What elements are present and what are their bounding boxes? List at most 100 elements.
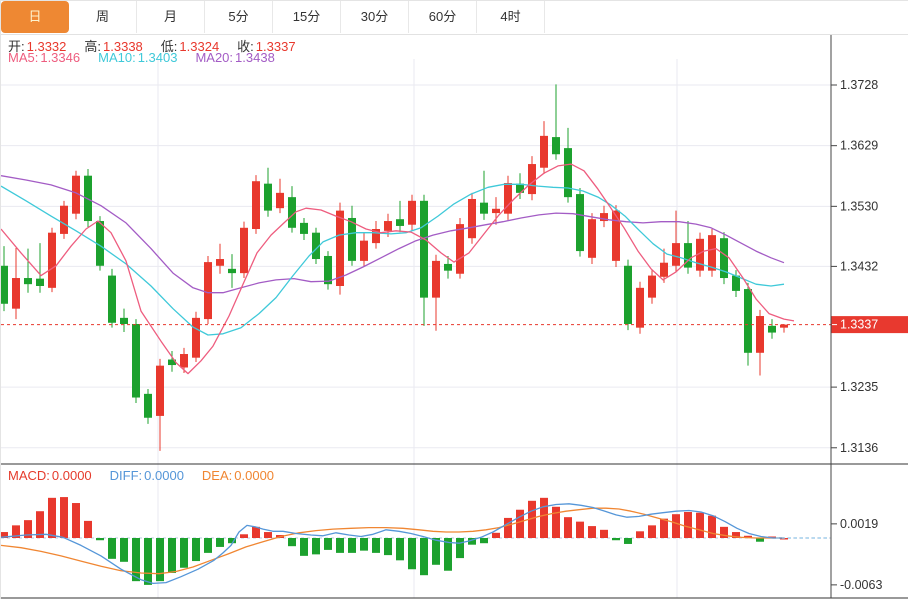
current-price-label: 1.3337: [840, 318, 878, 332]
macd-bar: [720, 526, 728, 538]
macd-bar: [540, 497, 548, 538]
macd-bar: [396, 538, 404, 561]
macd-bar: [672, 514, 680, 538]
candle-body: [276, 192, 284, 209]
macd-bar: [528, 500, 536, 538]
candle-body: [300, 222, 308, 234]
macd-bar: [228, 538, 236, 544]
price-tick-label: 1.3235: [840, 380, 878, 394]
macd-bar: [576, 521, 584, 538]
tab-60min[interactable]: 60分: [409, 1, 477, 33]
macd-bar: [372, 538, 380, 553]
candle-body: [360, 240, 368, 261]
macd-bar: [732, 532, 740, 538]
macd-bar: [192, 538, 200, 562]
candle-body: [228, 268, 236, 274]
tab-week[interactable]: 周: [69, 1, 137, 33]
macd-bar: [456, 538, 464, 559]
macd-bar: [636, 531, 644, 538]
candle-body: [324, 255, 332, 285]
macd-bar: [1, 532, 8, 538]
candle-body: [720, 238, 728, 279]
candle-body: [588, 219, 596, 258]
macd-bar: [36, 511, 44, 538]
macd-bar: [756, 538, 764, 542]
candle-body: [648, 275, 656, 298]
macd-bar: [612, 538, 620, 541]
candle-body: [444, 263, 452, 271]
macd-bar: [408, 538, 416, 570]
candle-body: [540, 135, 548, 168]
price-tick-label: 1.3136: [840, 441, 878, 455]
legend-ma-ma5: MA5: 1.3346: [8, 50, 81, 65]
tab-15min[interactable]: 15分: [273, 1, 341, 33]
legend-ma-ma20: MA20: 1.3438: [195, 50, 275, 65]
macd-bar: [504, 517, 512, 538]
candle-body: [636, 287, 644, 328]
macd-bar: [12, 525, 20, 538]
candle-body: [780, 324, 788, 328]
tab-day[interactable]: 日: [1, 1, 69, 33]
candle-body: [492, 208, 500, 214]
macd-bar: [708, 515, 716, 538]
macd-bar: [564, 517, 572, 538]
ma10-line: [1, 183, 785, 336]
macd-bar: [216, 538, 224, 547]
candle-body: [516, 183, 524, 193]
dea-line: [1, 507, 784, 575]
candle-body: [576, 194, 584, 252]
candle-body: [192, 317, 200, 358]
candle-body: [132, 323, 140, 398]
legend-macd-macd: MACD: 0.0000: [8, 468, 92, 483]
tab-month[interactable]: 月: [137, 1, 205, 33]
macd-bar: [360, 538, 368, 551]
candle-body: [1, 265, 8, 304]
candle-body: [72, 175, 80, 214]
tab-30min[interactable]: 30分: [341, 1, 409, 33]
price-tick-label: 1.3629: [840, 139, 878, 153]
ma5-line: [1, 163, 795, 375]
candle-body: [624, 265, 632, 324]
macd-bar: [180, 538, 188, 568]
macd-bar: [684, 511, 692, 538]
candle-body: [672, 243, 680, 266]
macd-bar: [168, 538, 176, 573]
ma20-line: [1, 175, 785, 294]
macd-bar: [324, 538, 332, 550]
macd-bar: [204, 538, 212, 553]
candle-body: [684, 243, 692, 268]
candle-body: [48, 232, 56, 288]
macd-bar: [600, 529, 608, 538]
timeframe-tabbar: 日周月 5分 15分 30分 60分 4时: [1, 1, 908, 35]
candle-body: [372, 229, 380, 244]
legend-ohlc-open: 开: 1.3332: [8, 39, 67, 54]
candle-body: [456, 224, 464, 274]
candle-body: [348, 217, 356, 261]
macd-bar: [348, 538, 356, 553]
macd-tick-label: 0.0019: [840, 517, 878, 531]
macd-bar: [492, 532, 500, 538]
legend-ohlc-close: 收: 1.3337: [237, 39, 296, 54]
candle-body: [696, 238, 704, 271]
candle-body: [312, 232, 320, 260]
macd-bar: [312, 538, 320, 555]
candle-body: [336, 210, 344, 286]
macd-bar: [108, 538, 116, 559]
tab-5min[interactable]: 5分: [205, 1, 273, 33]
tab-4hour[interactable]: 4时: [477, 1, 545, 33]
candle-body: [552, 137, 560, 155]
legend-ma-ma10: MA10: 1.3403: [98, 50, 178, 65]
macd-bar: [660, 518, 668, 538]
macd-bar: [240, 534, 248, 538]
candle-body: [480, 202, 488, 214]
candle-body: [408, 200, 416, 225]
price-tick-label: 1.3530: [840, 199, 878, 213]
macd-bar: [132, 538, 140, 582]
candle-body: [204, 262, 212, 320]
macd-bar: [744, 535, 752, 538]
candle-body: [24, 278, 32, 285]
candle-body: [600, 213, 608, 222]
macd-tick-label: -0.0063: [840, 578, 882, 592]
